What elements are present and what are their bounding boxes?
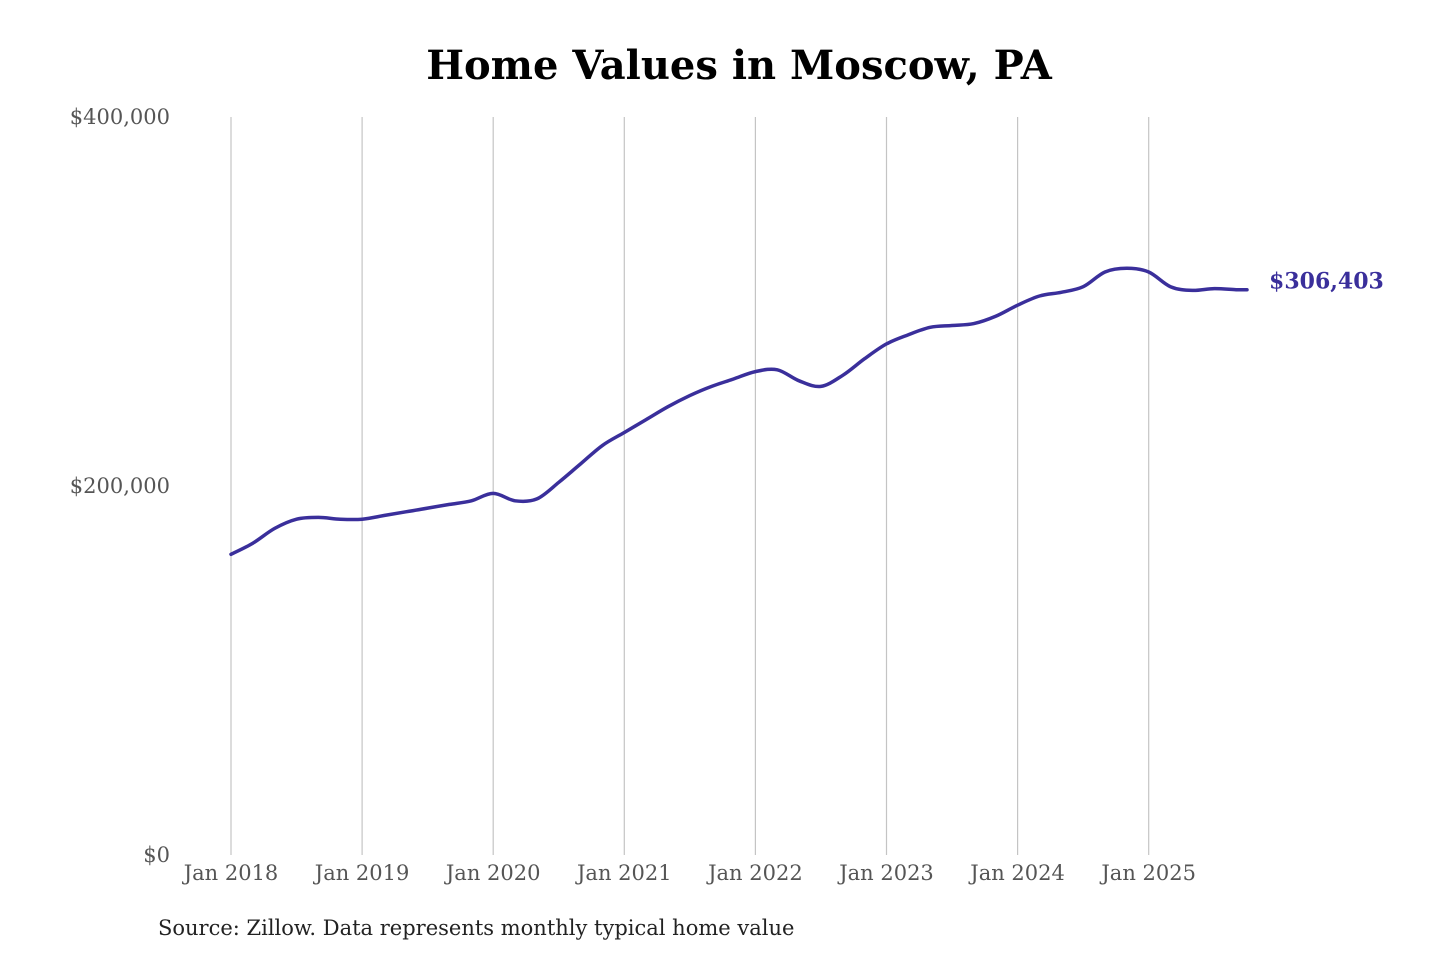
x-tick-label: Jan 2018 bbox=[182, 861, 279, 885]
x-tick-label: Jan 2020 bbox=[444, 861, 541, 885]
source-note: Source: Zillow. Data represents monthly … bbox=[158, 916, 795, 940]
x-tick-label: Jan 2025 bbox=[1099, 861, 1196, 885]
chart-title: Home Values in Moscow, PA bbox=[426, 42, 1052, 89]
x-tick-label: Jan 2021 bbox=[575, 861, 672, 885]
y-tick-label: $200,000 bbox=[70, 474, 170, 498]
end-value-label: $306,403 bbox=[1269, 269, 1384, 295]
x-tick-label: Jan 2024 bbox=[968, 861, 1065, 885]
y-tick-label: $400,000 bbox=[70, 105, 170, 129]
series-line bbox=[229, 266, 1249, 557]
x-tick-label: Jan 2019 bbox=[313, 861, 410, 885]
x-tick-label: Jan 2022 bbox=[706, 861, 803, 885]
y-tick-label: $0 bbox=[143, 843, 170, 867]
x-tick-label: Jan 2023 bbox=[837, 861, 934, 885]
